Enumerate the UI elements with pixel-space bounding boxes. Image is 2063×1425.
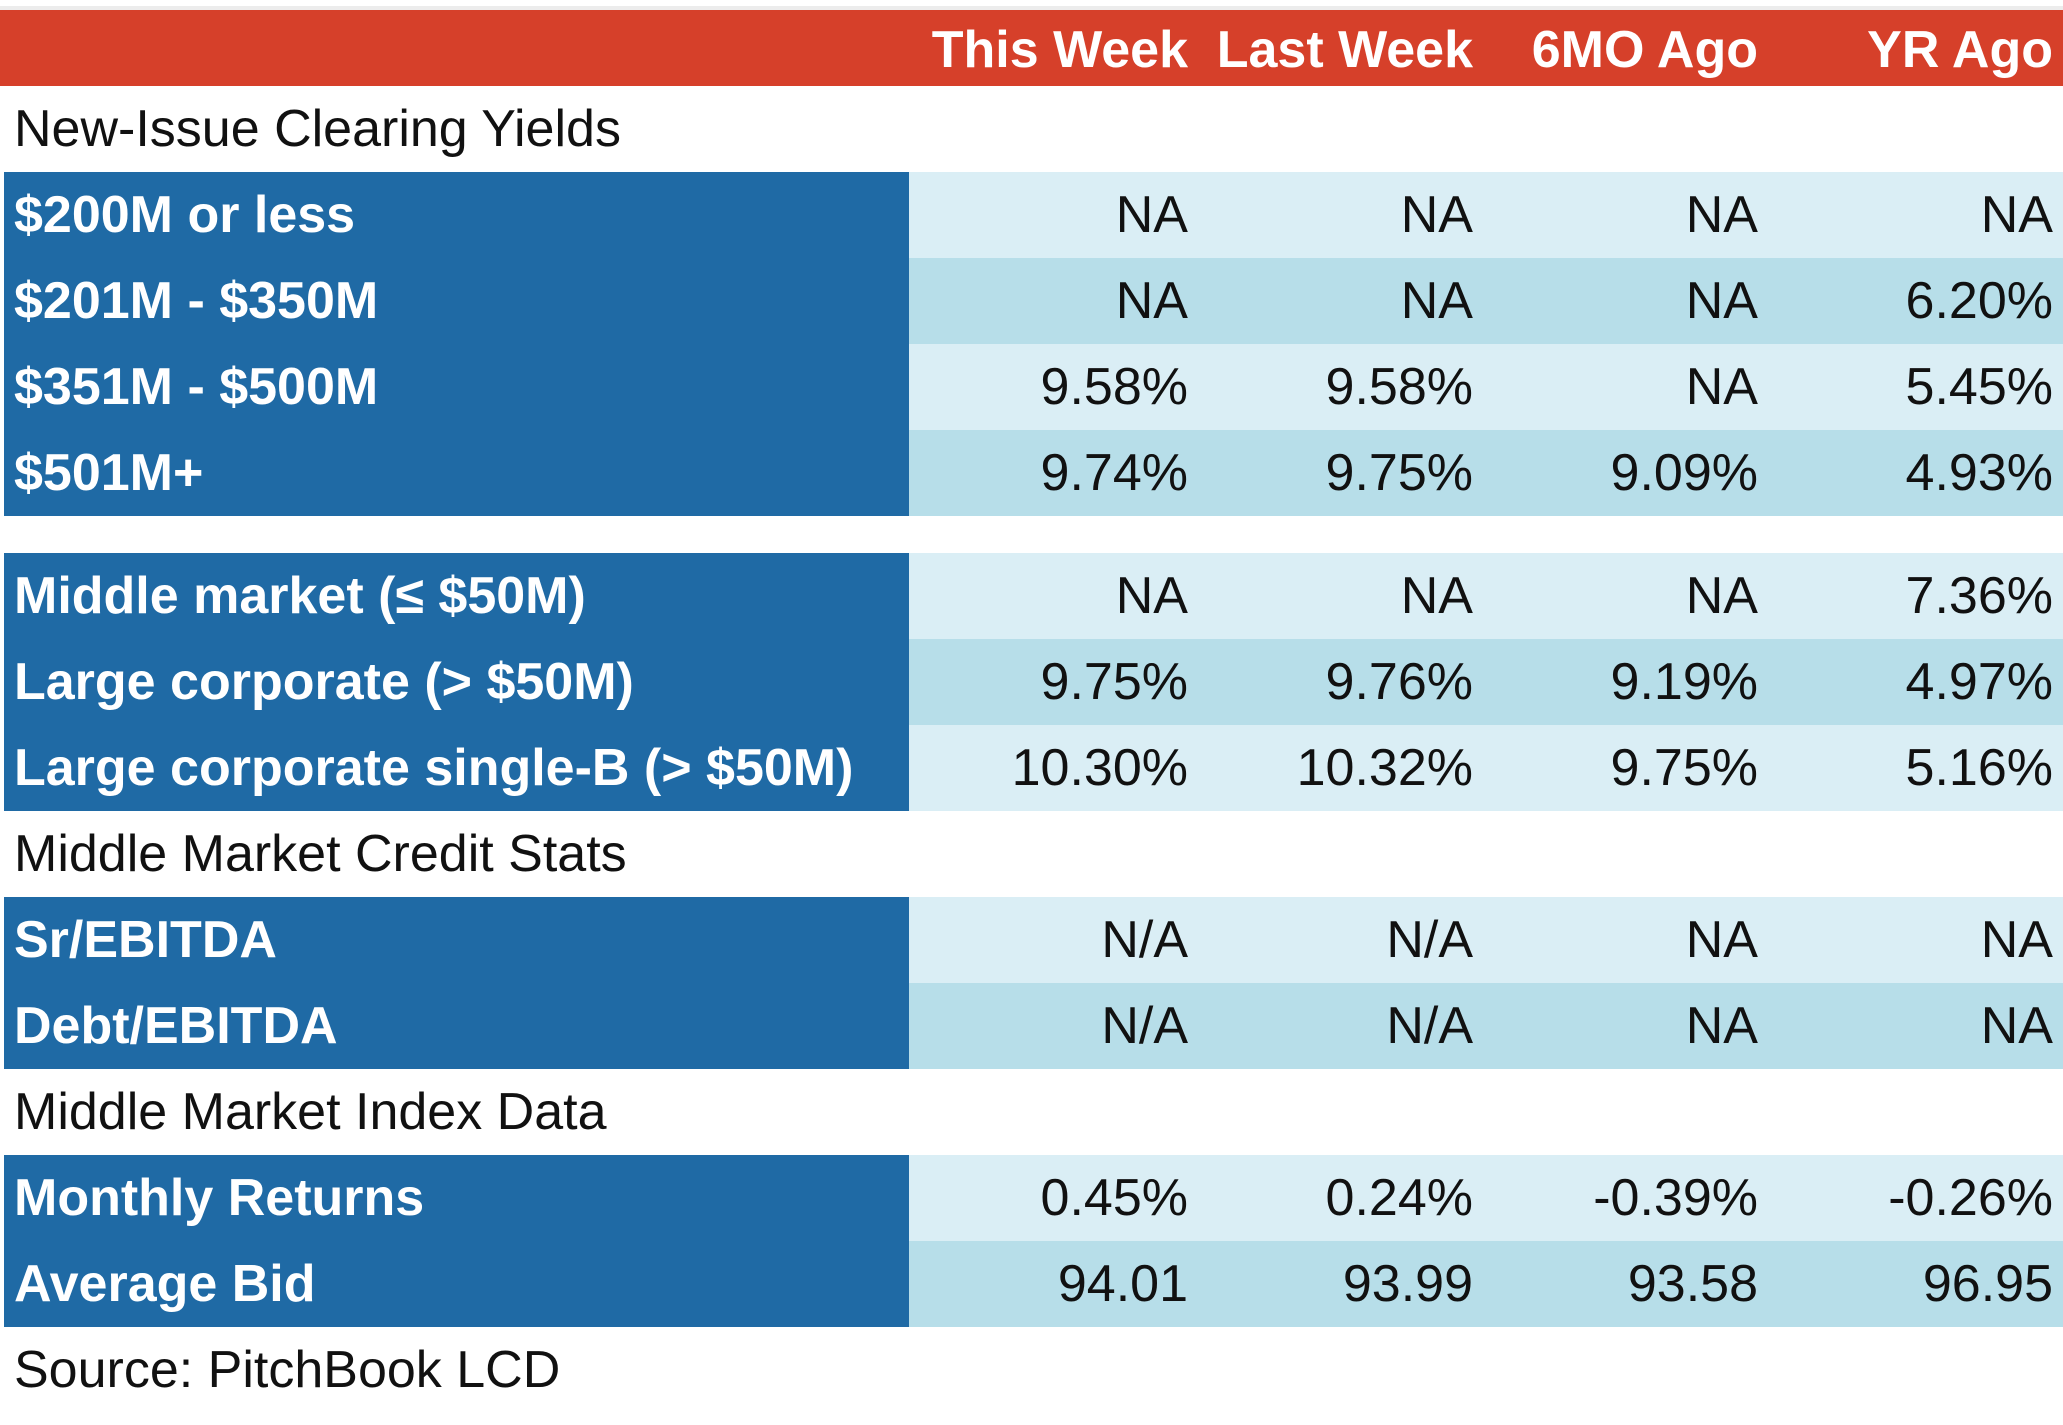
value-cell: NA bbox=[1685, 997, 1758, 1055]
value-cell: N/A bbox=[1386, 911, 1473, 969]
section-gap bbox=[0, 516, 2063, 553]
value-cell: NA bbox=[1685, 567, 1758, 625]
row-values: 9.74% 9.75% 9.09% 4.93% bbox=[909, 430, 2063, 516]
value-cell: NA bbox=[1980, 997, 2053, 1055]
value-cell: 4.93% bbox=[1905, 444, 2053, 502]
value-cell: 4.97% bbox=[1905, 653, 2053, 711]
value-cell: 96.95 bbox=[1922, 1255, 2053, 1313]
row-values: N/A N/A NA NA bbox=[909, 897, 2063, 983]
value-cell: 0.24% bbox=[1325, 1169, 1473, 1227]
row-values: 94.01 93.99 93.58 96.95 bbox=[909, 1241, 2063, 1327]
section-title: Middle Market Credit Stats bbox=[0, 811, 2063, 897]
value-cell: NA bbox=[1685, 911, 1758, 969]
table-row: Monthly Returns 0.45% 0.24% -0.39% -0.26% bbox=[0, 1155, 2063, 1241]
table-row: $501M+ 9.74% 9.75% 9.09% 4.93% bbox=[0, 430, 2063, 516]
value-cell: 9.09% bbox=[1610, 444, 1758, 502]
value-cell: NA bbox=[1980, 911, 2053, 969]
column-header: Last Week bbox=[1216, 21, 1473, 79]
table-row: Sr/EBITDA N/A N/A NA NA bbox=[0, 897, 2063, 983]
value-cell: -0.39% bbox=[1593, 1169, 1758, 1227]
row-label: $351M - $500M bbox=[4, 344, 909, 430]
row-values: 9.58% 9.58% NA 5.45% bbox=[909, 344, 2063, 430]
value-cell: NA bbox=[1400, 186, 1473, 244]
table-row: $351M - $500M 9.58% 9.58% NA 5.45% bbox=[0, 344, 2063, 430]
section-title: New-Issue Clearing Yields bbox=[0, 86, 2063, 172]
value-cell: 9.75% bbox=[1325, 444, 1473, 502]
table-row: $200M or less NA NA NA NA bbox=[0, 172, 2063, 258]
value-cell: NA bbox=[1685, 358, 1758, 416]
row-label: Average Bid bbox=[4, 1241, 909, 1327]
table-row: Debt/EBITDA N/A N/A NA NA bbox=[0, 983, 2063, 1069]
value-cell: 94.01 bbox=[1057, 1255, 1188, 1313]
value-cell: NA bbox=[1685, 186, 1758, 244]
value-cell: NA bbox=[1115, 272, 1188, 330]
row-label: $201M - $350M bbox=[4, 258, 909, 344]
table-row: Average Bid 94.01 93.99 93.58 96.95 bbox=[0, 1241, 2063, 1327]
value-cell: 93.99 bbox=[1342, 1255, 1473, 1313]
row-label: Middle market (≤ $50M) bbox=[4, 553, 909, 639]
value-cell: 9.76% bbox=[1325, 653, 1473, 711]
value-cell: NA bbox=[1400, 272, 1473, 330]
value-cell: 10.30% bbox=[1011, 739, 1188, 797]
value-cell: 93.58 bbox=[1627, 1255, 1758, 1313]
section-title: Middle Market Index Data bbox=[0, 1069, 2063, 1155]
column-header: This Week bbox=[931, 21, 1188, 79]
value-cell: -0.26% bbox=[1888, 1169, 2053, 1227]
row-values: NA NA NA 7.36% bbox=[909, 553, 2063, 639]
row-label: $200M or less bbox=[4, 172, 909, 258]
row-values: 9.75% 9.76% 9.19% 4.97% bbox=[909, 639, 2063, 725]
value-cell: NA bbox=[1115, 186, 1188, 244]
value-cell: 6.20% bbox=[1905, 272, 2053, 330]
row-label: Sr/EBITDA bbox=[4, 897, 909, 983]
value-cell: NA bbox=[1980, 186, 2053, 244]
table-row: $201M - $350M NA NA NA 6.20% bbox=[0, 258, 2063, 344]
row-label: Large corporate single-B (> $50M) bbox=[4, 725, 909, 811]
value-cell: 9.75% bbox=[1040, 653, 1188, 711]
row-values: 0.45% 0.24% -0.39% -0.26% bbox=[909, 1155, 2063, 1241]
value-cell: 9.75% bbox=[1610, 739, 1758, 797]
row-values: 10.30% 10.32% 9.75% 5.16% bbox=[909, 725, 2063, 811]
table-row: Large corporate (> $50M) 9.75% 9.76% 9.19% 4… bbox=[0, 639, 2063, 725]
table-row: Large corporate single-B (> $50M) 10.30% 1… bbox=[0, 725, 2063, 811]
value-cell: N/A bbox=[1386, 997, 1473, 1055]
value-cell: N/A bbox=[1101, 911, 1188, 969]
table-header: This Week Last Week 6MO Ago YR Ago bbox=[0, 6, 2063, 86]
value-cell: 9.58% bbox=[1040, 358, 1188, 416]
row-label: $501M+ bbox=[4, 430, 909, 516]
source-note: Source: PitchBook LCD bbox=[14, 1341, 561, 1399]
value-cell: 10.32% bbox=[1296, 739, 1473, 797]
value-cell: NA bbox=[1685, 272, 1758, 330]
value-cell: 9.58% bbox=[1325, 358, 1473, 416]
table-row: Middle market (≤ $50M) NA NA NA 7.36% bbox=[0, 553, 2063, 639]
row-label: Monthly Returns bbox=[4, 1155, 909, 1241]
value-cell: 5.16% bbox=[1905, 739, 2053, 797]
value-cell: 9.74% bbox=[1040, 444, 1188, 502]
column-header: YR Ago bbox=[1867, 21, 2053, 79]
column-header: 6MO Ago bbox=[1531, 21, 1758, 79]
value-cell: NA bbox=[1115, 567, 1188, 625]
value-cell: 9.19% bbox=[1610, 653, 1758, 711]
value-cell: 7.36% bbox=[1905, 567, 2053, 625]
row-values: NA NA NA NA bbox=[909, 172, 2063, 258]
row-label: Debt/EBITDA bbox=[4, 983, 909, 1069]
value-cell: 0.45% bbox=[1040, 1169, 1188, 1227]
row-label: Large corporate (> $50M) bbox=[4, 639, 909, 725]
value-cell: NA bbox=[1400, 567, 1473, 625]
value-cell: 5.45% bbox=[1905, 358, 2053, 416]
value-cell: N/A bbox=[1101, 997, 1188, 1055]
row-values: NA NA NA 6.20% bbox=[909, 258, 2063, 344]
row-values: N/A N/A NA NA bbox=[909, 983, 2063, 1069]
